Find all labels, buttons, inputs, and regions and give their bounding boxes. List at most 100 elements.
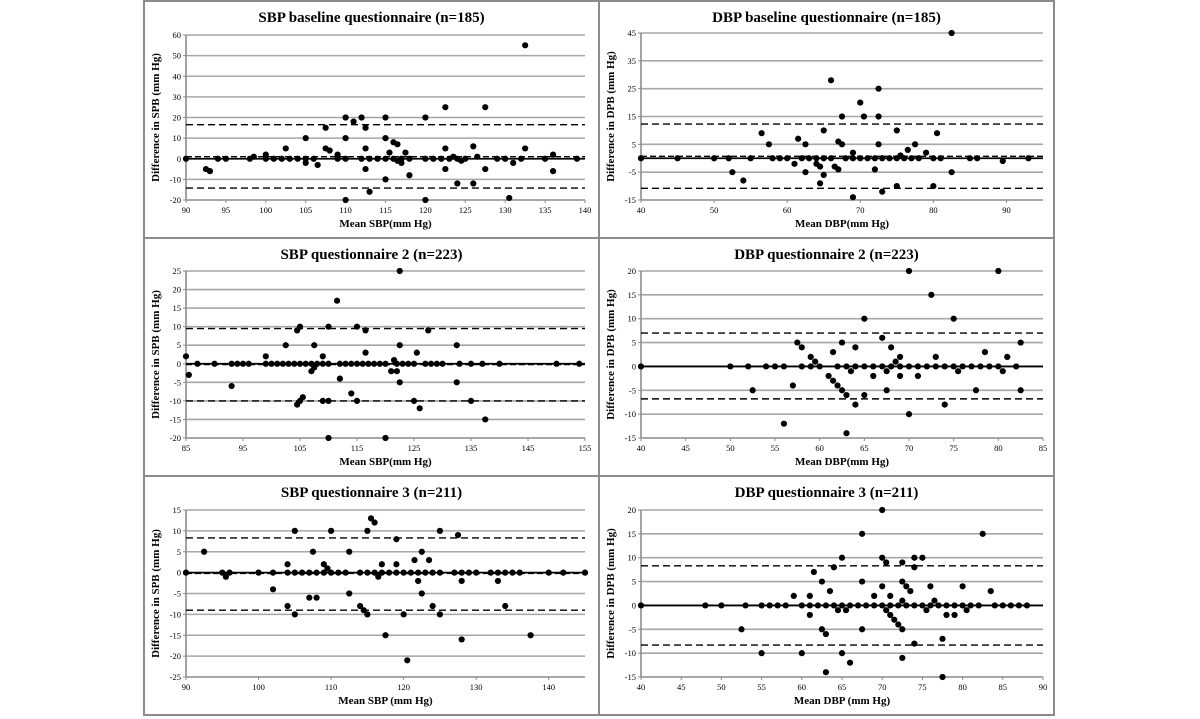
data-point bbox=[774, 602, 781, 609]
panel-dbp-questionnaire-3: DBP questionnaire 3 (n=211) -15 -10 -5 0 5 10 1… bbox=[605, 485, 1048, 707]
data-point bbox=[364, 527, 371, 534]
data-point bbox=[802, 141, 809, 148]
data-point bbox=[342, 196, 349, 204]
data-point bbox=[771, 363, 779, 370]
data-point bbox=[458, 569, 465, 576]
y-tick-label: -15 bbox=[625, 195, 636, 205]
data-point bbox=[927, 583, 934, 590]
data-point bbox=[335, 569, 342, 576]
data-point bbox=[875, 85, 882, 92]
data-point bbox=[527, 632, 534, 639]
x-tick-label: 100 bbox=[259, 205, 272, 215]
data-point bbox=[402, 149, 409, 156]
data-point bbox=[470, 143, 477, 150]
data-point bbox=[930, 155, 937, 162]
data-point bbox=[357, 602, 364, 610]
data-point bbox=[879, 334, 886, 341]
data-point bbox=[798, 602, 805, 609]
data-point bbox=[319, 353, 326, 360]
x-tick-label: 80 bbox=[958, 682, 967, 692]
x-tick-label: 135 bbox=[465, 443, 478, 453]
data-point bbox=[255, 569, 262, 576]
data-point bbox=[901, 155, 908, 162]
data-point bbox=[310, 155, 317, 162]
data-point bbox=[382, 632, 389, 639]
y-tick-label: -10 bbox=[625, 409, 636, 419]
data-point bbox=[182, 353, 190, 360]
data-point bbox=[838, 650, 846, 657]
data-point bbox=[891, 616, 898, 623]
data-point bbox=[371, 360, 378, 367]
x-tick-label: 45 bbox=[681, 443, 690, 453]
data-point bbox=[740, 177, 747, 184]
data-point bbox=[296, 360, 304, 367]
y-tick-label: 0 bbox=[632, 361, 636, 371]
x-tick-label: 90 bbox=[1039, 682, 1048, 692]
data-point bbox=[182, 569, 190, 576]
data-point bbox=[573, 155, 581, 162]
data-point bbox=[201, 548, 208, 555]
data-point bbox=[852, 344, 859, 351]
data-point bbox=[871, 602, 878, 609]
data-point bbox=[895, 602, 902, 609]
data-point bbox=[194, 360, 201, 367]
data-point bbox=[943, 602, 950, 609]
data-point bbox=[438, 155, 445, 162]
chart-title: DBP questionnaire 2 (n=223) bbox=[734, 247, 919, 263]
x-tick-label: 40 bbox=[637, 443, 646, 453]
data-point bbox=[366, 155, 373, 162]
data-point bbox=[857, 155, 864, 162]
data-point bbox=[406, 155, 413, 162]
data-point bbox=[516, 569, 523, 576]
data-point bbox=[822, 630, 830, 638]
data-point bbox=[834, 363, 841, 370]
data-point bbox=[458, 577, 465, 585]
y-tick-label: 40 bbox=[173, 71, 182, 81]
data-point bbox=[365, 360, 372, 367]
y-tick-label: -15 bbox=[170, 630, 181, 640]
data-point bbox=[433, 360, 440, 367]
data-point bbox=[284, 569, 291, 576]
data-point bbox=[798, 650, 805, 657]
data-point bbox=[899, 654, 906, 662]
data-point bbox=[399, 360, 406, 367]
data-point bbox=[830, 564, 838, 571]
data-point bbox=[747, 155, 754, 162]
data-point bbox=[810, 568, 817, 576]
x-tick-label: 130 bbox=[470, 682, 483, 692]
data-point bbox=[930, 182, 937, 190]
x-tick-label: 60 bbox=[783, 205, 792, 215]
data-point bbox=[1004, 353, 1011, 360]
data-point bbox=[522, 145, 529, 152]
data-point bbox=[282, 342, 289, 349]
data-point bbox=[482, 165, 489, 173]
y-tick-label: -10 bbox=[170, 174, 181, 184]
data-point bbox=[899, 559, 906, 566]
data-point bbox=[896, 353, 904, 360]
data-point bbox=[727, 363, 734, 370]
data-point bbox=[442, 104, 449, 111]
x-tick-label: 75 bbox=[949, 443, 958, 453]
data-point bbox=[637, 155, 645, 162]
data-point bbox=[892, 358, 899, 365]
data-point bbox=[899, 578, 906, 585]
data-point bbox=[863, 602, 870, 609]
data-point bbox=[782, 602, 789, 609]
data-point bbox=[274, 360, 281, 367]
panel-dbp-baseline: DBP baseline questionnaire (n=185) -15 -5 5… bbox=[605, 10, 1043, 230]
y-tick-label: 5 bbox=[177, 547, 181, 557]
x-tick-label: 120 bbox=[419, 205, 432, 215]
x-tick-label: 70 bbox=[905, 443, 914, 453]
y-tick-label: 15 bbox=[173, 505, 182, 515]
data-point bbox=[852, 401, 859, 408]
data-point bbox=[895, 621, 902, 628]
data-point bbox=[822, 669, 830, 676]
data-point bbox=[334, 155, 341, 162]
data-point bbox=[268, 360, 275, 367]
data-point bbox=[415, 577, 422, 585]
data-point bbox=[418, 590, 425, 597]
data-point bbox=[987, 588, 994, 595]
data-point bbox=[999, 368, 1006, 375]
data-point bbox=[896, 363, 904, 370]
x-axis-label: Mean SBP(mm Hg) bbox=[339, 218, 432, 230]
